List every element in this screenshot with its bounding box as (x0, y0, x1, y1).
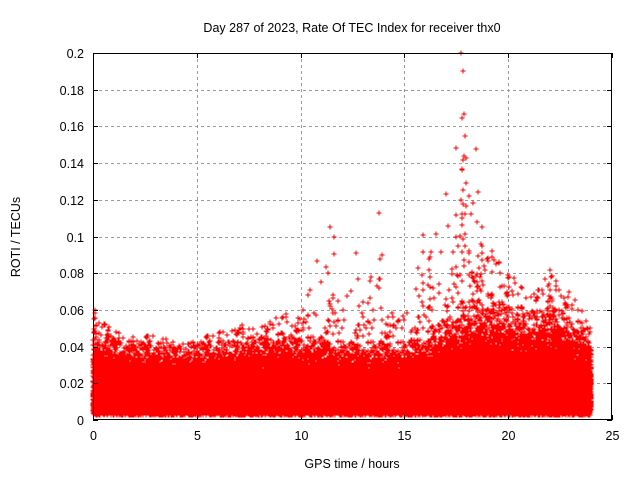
y-tick-label: 0.12 (60, 194, 84, 208)
page-title: Day 287 of 2023, Rate Of TEC Index for r… (203, 21, 500, 35)
y-tick-label: 0.16 (60, 120, 84, 134)
y-tick-label: 0.18 (60, 84, 84, 98)
data-point-cluster (161, 336, 203, 418)
data-point-cluster (268, 307, 310, 418)
data-point-cluster (446, 146, 487, 418)
y-tick-label: 0 (77, 414, 84, 428)
y-tick-label: 0.06 (60, 304, 84, 318)
plot-border (93, 53, 612, 420)
x-axis-label: GPS time / hours (304, 457, 399, 471)
x-tick-label: 15 (398, 429, 412, 443)
data-points-layer (90, 50, 594, 418)
y-tick-label: 0.02 (60, 377, 84, 391)
data-point-cluster (553, 283, 594, 418)
y-axis-label: ROTI / TECUs (9, 197, 23, 277)
data-point-cluster (517, 273, 559, 418)
x-tick-label: 5 (194, 429, 201, 443)
x-tick-label: 0 (90, 429, 97, 443)
y-tick-label: 0.04 (60, 341, 84, 355)
data-point-cluster (197, 327, 238, 418)
x-tick-label: 20 (502, 429, 516, 443)
data-point-cluster (339, 250, 381, 418)
data-point-cluster (481, 248, 523, 418)
y-tick-label: 0.08 (60, 267, 84, 281)
data-point-cluster (375, 310, 416, 418)
x-axis-tick-labels: 0 5 10 15 20 25 (90, 429, 619, 443)
x-tick-label: 10 (295, 429, 309, 443)
data-point-cluster (126, 333, 167, 418)
x-tick-label: 25 (606, 429, 620, 443)
data-point-cluster (304, 258, 345, 418)
y-tick-label: 0.14 (60, 157, 84, 171)
data-point-cluster (232, 319, 274, 418)
y-axis-tick-labels: 0 0.02 0.04 0.06 0.08 0.1 0.12 0.14 0.16 0.18 0.2 (60, 47, 84, 428)
y-tick-label: 0.1 (67, 231, 84, 245)
data-point-cluster (410, 191, 452, 418)
y-tick-label: 0.2 (67, 47, 84, 61)
